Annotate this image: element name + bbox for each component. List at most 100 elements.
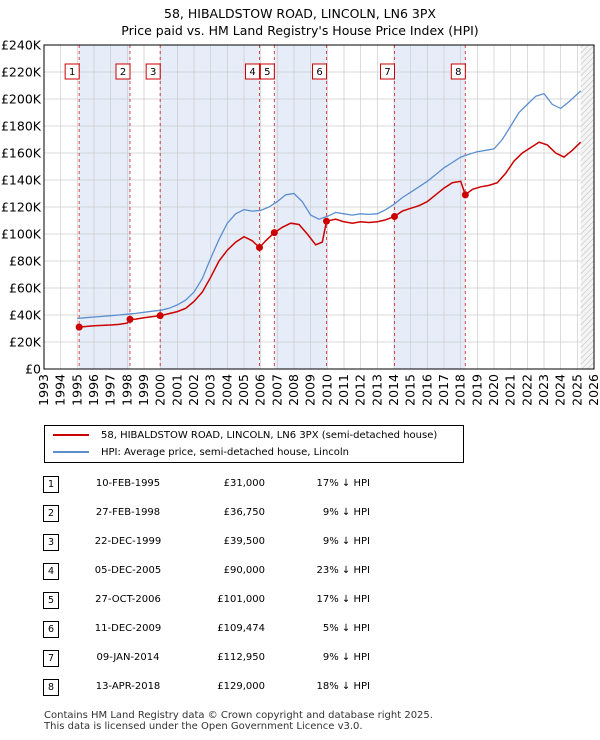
x-tick-label: 1997 xyxy=(103,374,118,406)
transaction-number: 2 xyxy=(43,505,59,522)
x-tick-label: 2023 xyxy=(536,374,551,406)
transaction-number: 3 xyxy=(43,534,59,551)
transaction-hpi-diff: 23% ↓ HPI xyxy=(316,565,370,576)
sale-point xyxy=(270,229,278,237)
chart-title: 58, HIBALDSTOW ROAD, LINCOLN, LN6 3PX Pr… xyxy=(0,5,600,39)
transaction-date: 13-APR-2018 xyxy=(95,681,161,692)
transaction-hpi-diff: 5% ↓ HPI xyxy=(322,623,370,634)
sale-point xyxy=(323,217,330,225)
transaction-number: 4 xyxy=(43,563,59,580)
x-tick-label: 2005 xyxy=(236,374,251,406)
transaction-hpi-diff: 18% ↓ HPI xyxy=(316,681,370,692)
y-tick-label: £140K xyxy=(1,173,42,188)
chart-title-line1: 58, HIBALDSTOW ROAD, LINCOLN, LN6 3PX xyxy=(164,6,436,21)
sale-number-label: 7 xyxy=(384,67,390,78)
y-tick-label: £100K xyxy=(1,227,42,242)
x-tick-label: 2007 xyxy=(269,374,284,406)
x-tick-label: 1993 xyxy=(36,374,51,406)
transaction-price: £39,500 xyxy=(223,536,265,547)
x-tick-label: 2024 xyxy=(553,374,568,406)
transaction-number: 7 xyxy=(43,650,59,667)
sale-number-label: 1 xyxy=(69,67,75,78)
x-tick-label: 1996 xyxy=(86,374,101,406)
x-tick-label: 2004 xyxy=(219,374,234,406)
x-tick-label: 2020 xyxy=(486,374,501,406)
transaction-hpi-diff: 17% ↓ HPI xyxy=(316,478,370,489)
y-tick-label: £80K xyxy=(9,254,42,269)
y-tick-label: £20K xyxy=(9,335,42,350)
table-row: 1 10-FEB-1995 £31,000 17% ↓ HPI xyxy=(0,470,600,499)
sale-number-box xyxy=(64,63,80,80)
x-tick-label: 2003 xyxy=(203,374,218,406)
legend: 58, HIBALDSTOW ROAD, LINCOLN, LN6 3PX (s… xyxy=(44,425,464,463)
sale-point xyxy=(126,315,134,323)
transaction-hpi-diff: 9% ↓ HPI xyxy=(322,507,370,518)
x-tick-label: 2012 xyxy=(353,374,368,406)
x-tick-label: 2013 xyxy=(369,374,384,406)
transaction-price: £90,000 xyxy=(223,565,265,576)
table-row: 2 27-FEB-1998 £36,750 9% ↓ HPI xyxy=(0,499,600,528)
x-tick-label: 2018 xyxy=(453,374,468,406)
legend-swatch-property xyxy=(53,434,89,436)
x-tick-label: 2015 xyxy=(403,374,418,406)
sale-number-box xyxy=(115,63,131,80)
y-tick-label: £220K xyxy=(1,65,42,80)
footer: Contains HM Land Registry data © Crown c… xyxy=(44,710,433,732)
transaction-date: 09-JAN-2014 xyxy=(96,652,160,663)
x-tick-label: 2000 xyxy=(153,374,168,406)
property-series-line xyxy=(79,141,582,328)
legend-swatch-hpi xyxy=(53,451,89,453)
sale-number-box xyxy=(450,63,466,80)
legend-item-property: 58, HIBALDSTOW ROAD, LINCOLN, LN6 3PX (s… xyxy=(53,427,437,444)
x-tick-label: 2006 xyxy=(253,374,268,406)
sale-number-label: 6 xyxy=(316,67,322,78)
chart-title-line2: Price paid vs. HM Land Registry's House … xyxy=(121,23,479,38)
x-tick-label: 2009 xyxy=(303,374,318,406)
transaction-date: 11-DEC-2009 xyxy=(94,623,162,634)
sale-number-label: 2 xyxy=(120,67,126,78)
x-tick-label: 2025 xyxy=(569,374,584,406)
sale-number-label: 8 xyxy=(455,67,461,78)
sale-number-label: 5 xyxy=(264,67,270,78)
x-tick-label: 2026 xyxy=(586,374,600,406)
sale-number-box xyxy=(245,63,260,80)
legend-label-property: 58, HIBALDSTOW ROAD, LINCOLN, LN6 3PX (s… xyxy=(101,430,438,441)
future-period-hatch xyxy=(580,45,594,369)
transaction-date: 27-FEB-1998 xyxy=(95,507,161,518)
transaction-price: £31,000 xyxy=(223,478,265,489)
transaction-price: £101,000 xyxy=(217,594,265,605)
table-row: 8 13-APR-2018 £129,000 18% ↓ HPI xyxy=(0,673,600,702)
sale-point xyxy=(256,244,263,251)
footer-copyright: Contains HM Land Registry data © Crown c… xyxy=(44,710,433,721)
hpi-series-line xyxy=(77,90,582,320)
y-tick-label: £120K xyxy=(1,200,42,215)
x-tick-label: 2019 xyxy=(469,374,484,406)
transaction-price: £112,950 xyxy=(217,652,265,663)
table-row: 7 09-JAN-2014 £112,950 9% ↓ HPI xyxy=(0,644,600,673)
sale-number-box xyxy=(312,63,327,80)
transaction-hpi-diff: 9% ↓ HPI xyxy=(322,536,370,547)
plot-area xyxy=(43,44,595,370)
table-row: 3 22-DEC-1999 £39,500 9% ↓ HPI xyxy=(0,528,600,557)
sale-point xyxy=(461,191,469,199)
x-tick-label: 2010 xyxy=(319,374,334,406)
sale-number-box xyxy=(380,63,395,80)
transaction-number: 6 xyxy=(43,621,59,638)
table-row: 5 27-OCT-2006 £101,000 17% ↓ HPI xyxy=(0,586,600,615)
legend-label-hpi: HPI: Average price, semi-detached house,… xyxy=(101,447,350,458)
x-tick-label: 2017 xyxy=(436,374,451,406)
footer-licence: This data is licensed under the Open Gov… xyxy=(44,721,363,732)
table-row: 4 05-DEC-2005 £90,000 23% ↓ HPI xyxy=(0,557,600,586)
y-tick-label: £60K xyxy=(9,281,42,296)
transaction-price: £129,000 xyxy=(217,681,265,692)
x-tick-label: 1994 xyxy=(53,374,68,406)
x-tick-label: 1998 xyxy=(119,374,134,406)
y-tick-label: £240K xyxy=(1,38,42,53)
x-tick-label: 2014 xyxy=(386,374,401,406)
y-tick-label: £180K xyxy=(1,119,42,134)
x-tick-label: 2021 xyxy=(503,374,518,406)
x-tick-label: 2016 xyxy=(419,374,434,406)
sale-point xyxy=(156,312,164,320)
y-tick-label: £40K xyxy=(9,308,42,323)
